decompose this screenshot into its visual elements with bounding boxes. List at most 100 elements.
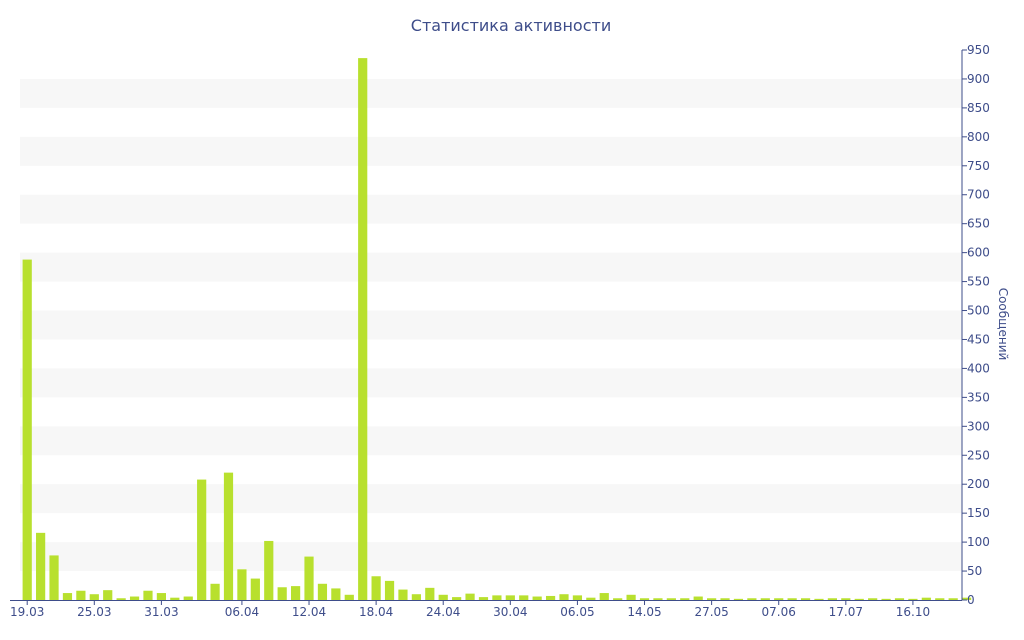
bar [492, 595, 502, 600]
x-tick-label: 30.04 [493, 605, 527, 619]
x-tick-label: 07.06 [762, 605, 796, 619]
bar [774, 598, 784, 600]
x-tick-label: 25.03 [77, 605, 111, 619]
bar-series [22, 58, 972, 601]
bar [720, 598, 730, 600]
bar [116, 598, 126, 600]
bar [586, 597, 596, 600]
bar [545, 595, 556, 600]
bar [787, 598, 797, 600]
y-tick-label: 900 [967, 72, 990, 86]
bar [707, 598, 717, 600]
bar [827, 598, 837, 600]
y-tick-label: 250 [967, 448, 990, 462]
bar [666, 598, 676, 600]
bar [505, 595, 515, 600]
x-tick-label: 14.05 [627, 605, 661, 619]
bar [868, 598, 878, 600]
grid-band [20, 310, 962, 340]
x-tick-label: 06.04 [225, 605, 259, 619]
grid-band [20, 368, 962, 398]
bar [89, 594, 99, 600]
bar [36, 532, 46, 600]
chart-title: Статистика активности [411, 16, 611, 35]
grid-band [20, 426, 962, 456]
x-tick-label: 12.04 [292, 605, 326, 619]
bar [250, 578, 260, 600]
bar [935, 598, 945, 600]
bar [22, 259, 32, 600]
bar [425, 587, 435, 600]
y-tick-label: 800 [967, 130, 990, 144]
y-tick-label: 850 [967, 101, 990, 115]
x-tick-label: 17.07 [829, 605, 863, 619]
bar [693, 596, 703, 600]
bar [223, 472, 234, 600]
grid-band [20, 252, 962, 282]
y-axis: 0 50 100 150 200 250 300 350 400 450 500 550 600 650 7… [961, 43, 990, 607]
x-tick-label: 31.03 [144, 605, 178, 619]
grid-band [20, 542, 962, 572]
bar [962, 597, 972, 600]
bar [653, 598, 663, 600]
bar [680, 598, 690, 600]
bar [62, 593, 73, 600]
bar [800, 598, 811, 600]
bar [465, 593, 475, 600]
y-axis-label: Сообщений [996, 288, 1010, 361]
bar [170, 597, 180, 600]
x-tick-label: 18.04 [359, 605, 393, 619]
bar [572, 595, 583, 600]
bar [438, 594, 448, 600]
grid-band [20, 484, 962, 514]
bar [183, 596, 193, 600]
bar [626, 594, 636, 600]
bar [948, 598, 958, 600]
bar [760, 598, 770, 600]
x-tick-label: 24.04 [426, 605, 460, 619]
y-tick-label: 300 [967, 419, 990, 433]
y-tick-label: 400 [967, 361, 990, 375]
bar [854, 598, 864, 600]
x-tick-label: 19.03 [10, 605, 44, 619]
bar [129, 596, 140, 600]
bar [291, 586, 301, 600]
y-tick-label: 50 [967, 564, 982, 578]
y-tick-label: 200 [967, 477, 990, 491]
bar [599, 593, 609, 600]
grid-bands [20, 78, 962, 572]
bar [264, 540, 274, 600]
bar [747, 598, 757, 600]
grid-band [20, 78, 962, 108]
bar [237, 569, 247, 600]
bar [398, 589, 408, 600]
y-tick-label: 450 [967, 332, 990, 346]
y-tick-label: 650 [967, 217, 990, 231]
bar [76, 590, 86, 600]
bar [452, 597, 462, 600]
bar [103, 590, 113, 600]
bar [358, 58, 368, 601]
bar [894, 598, 905, 600]
bar [814, 598, 824, 600]
y-tick-label: 700 [967, 188, 990, 202]
y-tick-label: 500 [967, 304, 990, 318]
bar [613, 598, 623, 600]
bar [411, 594, 421, 600]
bar [881, 598, 891, 600]
bar [921, 597, 931, 600]
bar [344, 594, 354, 600]
bar [331, 588, 341, 600]
bar [371, 576, 381, 600]
bar [559, 594, 569, 600]
bar [304, 556, 314, 600]
y-tick-label: 750 [967, 159, 990, 173]
bar [639, 598, 650, 600]
y-tick-label: 100 [967, 535, 990, 549]
bar [733, 598, 744, 600]
y-tick-label: 350 [967, 390, 990, 404]
grid-band [20, 194, 962, 224]
y-tick-label: 600 [967, 246, 990, 260]
x-tick-label: 27.05 [694, 605, 728, 619]
